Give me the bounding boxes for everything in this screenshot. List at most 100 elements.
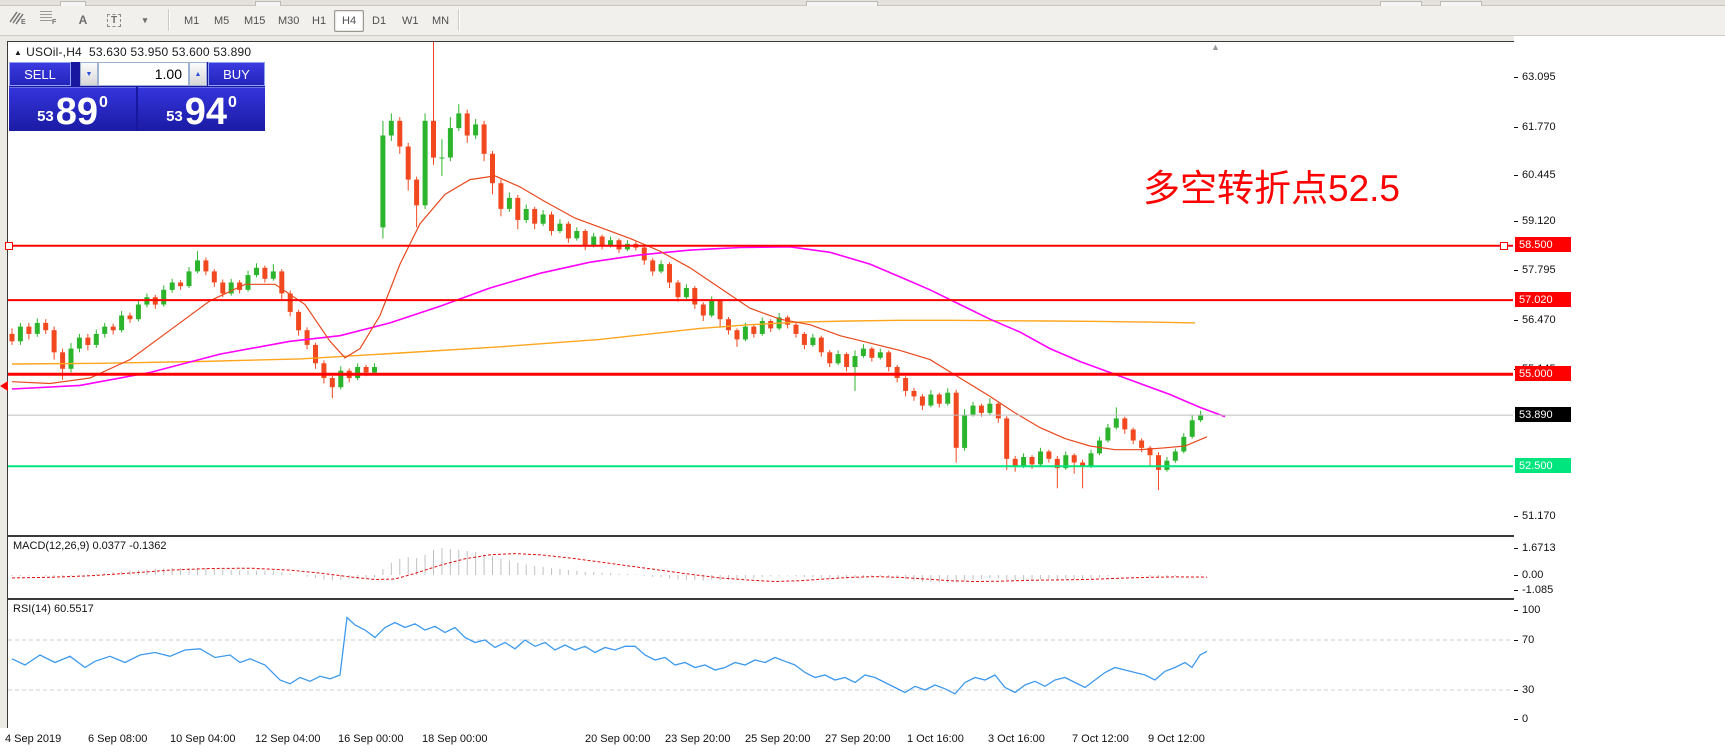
timeframe-button-mn[interactable]: MN <box>432 15 450 27</box>
time-axis-label: 25 Sep 20:00 <box>745 733 811 745</box>
rsi-tick-label: 70 <box>1522 634 1535 646</box>
bid-price-box[interactable]: 53 89 0 <box>9 87 136 131</box>
text-label-icon[interactable]: A <box>78 13 88 27</box>
chart-shift-icon[interactable]: ▲ <box>1211 42 1220 52</box>
macd-tick-label: 0.00 <box>1522 569 1544 581</box>
volume-increase-button[interactable]: ▲ <box>189 62 207 86</box>
timeframe-button-m5[interactable]: M5 <box>214 15 230 27</box>
macd-tick <box>1514 548 1518 549</box>
price-marker-arrow-icon <box>0 381 8 391</box>
price-tick-label: 57.795 <box>1522 264 1556 276</box>
price-tick <box>1514 175 1518 176</box>
metaeditor-icon[interactable]: F <box>39 9 65 31</box>
price-axis[interactable] <box>1514 36 1725 728</box>
price-level-badge: 55.000 <box>1515 366 1571 381</box>
ask-pipette: 0 <box>228 94 237 111</box>
rsi-tick <box>1514 690 1518 691</box>
toolbar: E F A T ▾ M1 M5 M15 M30 H1 H4 D1 W1 MN <box>0 6 1725 36</box>
rsi-tick <box>1514 719 1518 720</box>
price-tick <box>1514 320 1518 321</box>
rsi-label: RSI(14) 60.5517 <box>13 603 94 615</box>
timeframe-button-m1[interactable]: M1 <box>184 15 200 27</box>
toolbar-separator <box>168 9 170 31</box>
spinner-up-icon: ▲ <box>194 70 202 78</box>
timeframe-button-h1[interactable]: H1 <box>312 15 327 27</box>
hline-anchor-icon[interactable] <box>5 241 13 250</box>
collapse-triangle-icon[interactable]: ▲ <box>14 48 23 57</box>
ask-pips: 94 <box>184 91 228 133</box>
chart-header: ▲ USOil-,H4 53.630 53.950 53.600 53.890 <box>14 45 251 59</box>
volume-decrease-button[interactable]: ▼ <box>80 62 98 86</box>
expert-advisors-icon[interactable]: E <box>8 9 34 31</box>
time-axis-label: 23 Sep 20:00 <box>665 733 731 745</box>
price-tick <box>1514 127 1518 128</box>
buy-button[interactable]: BUY <box>208 62 265 86</box>
time-axis-label: 7 Oct 12:00 <box>1072 733 1129 745</box>
rsi-tick-label: 100 <box>1522 604 1541 616</box>
macd-tick <box>1514 590 1518 591</box>
bid-pipette: 0 <box>99 94 108 111</box>
time-axis-label: 18 Sep 00:00 <box>422 733 488 745</box>
time-axis-label: 4 Sep 2019 <box>5 733 62 745</box>
buy-label: BUY <box>223 66 250 82</box>
bid-pips: 89 <box>55 91 99 133</box>
price-tick-label: 59.120 <box>1522 215 1556 227</box>
price-tick <box>1514 270 1518 271</box>
time-axis-label: 1 Oct 16:00 <box>907 733 964 745</box>
price-tick-label: 56.470 <box>1522 314 1556 326</box>
macd-tick <box>1514 575 1518 576</box>
price-level-badge: 57.020 <box>1515 292 1571 307</box>
one-click-trading-panel: SELL ▼ ▲ BUY 53 89 0 53 94 0 <box>9 62 265 131</box>
timeframe-button-h4[interactable]: H4 <box>334 10 365 32</box>
macd-panel[interactable] <box>7 536 1516 599</box>
time-axis-label: 9 Oct 12:00 <box>1148 733 1205 745</box>
bid-big-figure: 53 <box>37 108 54 125</box>
price-tick-label: 63.095 <box>1522 71 1556 83</box>
price-tick-label: 51.170 <box>1522 510 1556 522</box>
time-axis-label: 6 Sep 08:00 <box>88 733 148 745</box>
rsi-tick <box>1514 640 1518 641</box>
spinner-down-icon: ▼ <box>85 70 93 78</box>
time-axis-label: 16 Sep 00:00 <box>338 733 404 745</box>
svg-text:E: E <box>21 19 26 25</box>
timeframe-button-w1[interactable]: W1 <box>402 15 419 27</box>
time-axis-label: 12 Sep 04:00 <box>255 733 321 745</box>
candlestick-canvas[interactable] <box>8 42 1515 535</box>
svg-text:F: F <box>52 19 57 25</box>
time-axis-label: 3 Oct 16:00 <box>988 733 1045 745</box>
ask-price-box[interactable]: 53 94 0 <box>138 87 265 131</box>
price-tick-label: 60.445 <box>1522 169 1556 181</box>
toolbar-separator <box>458 9 460 31</box>
timeframe-button-d1[interactable]: D1 <box>372 15 387 27</box>
macd-tick-label: 1.6713 <box>1522 542 1556 554</box>
timeframe-button-m30[interactable]: M30 <box>278 15 300 27</box>
chart-text-annotation[interactable]: 多空转折点52.5 <box>1143 168 1401 209</box>
timeframe-button-m15[interactable]: M15 <box>244 15 266 27</box>
time-axis-label: 27 Sep 20:00 <box>825 733 891 745</box>
hline-anchor-icon[interactable] <box>1500 241 1508 250</box>
rsi-tick-label: 0 <box>1522 713 1529 725</box>
volume-input[interactable] <box>98 62 189 86</box>
ask-big-figure: 53 <box>166 108 183 125</box>
price-level-badge: 52.500 <box>1515 458 1571 473</box>
sell-label: SELL <box>24 66 56 82</box>
price-tick <box>1514 221 1518 222</box>
macd-label: MACD(12,26,9) 0.0377 -0.1362 <box>13 540 167 552</box>
price-tick <box>1514 77 1518 78</box>
macd-tick-label: -1.085 <box>1522 584 1554 596</box>
rsi-panel[interactable] <box>7 599 1516 731</box>
price-tick <box>1514 516 1518 517</box>
cursor-mode-icon[interactable]: ▾ <box>142 14 148 25</box>
text-box-icon[interactable]: T <box>101 9 127 31</box>
macd-canvas[interactable] <box>8 537 1515 598</box>
rsi-tick-label: 30 <box>1522 684 1535 696</box>
rsi-canvas[interactable] <box>8 600 1515 730</box>
rsi-tick <box>1514 610 1518 611</box>
price-level-badge: 53.890 <box>1515 407 1571 422</box>
time-axis-label: 20 Sep 00:00 <box>585 733 651 745</box>
ohlc-values: 53.630 53.950 53.600 53.890 <box>89 45 252 59</box>
time-axis[interactable] <box>0 728 1725 752</box>
sell-button[interactable]: SELL <box>9 62 71 86</box>
symbol-label: USOil-,H4 <box>26 45 82 59</box>
